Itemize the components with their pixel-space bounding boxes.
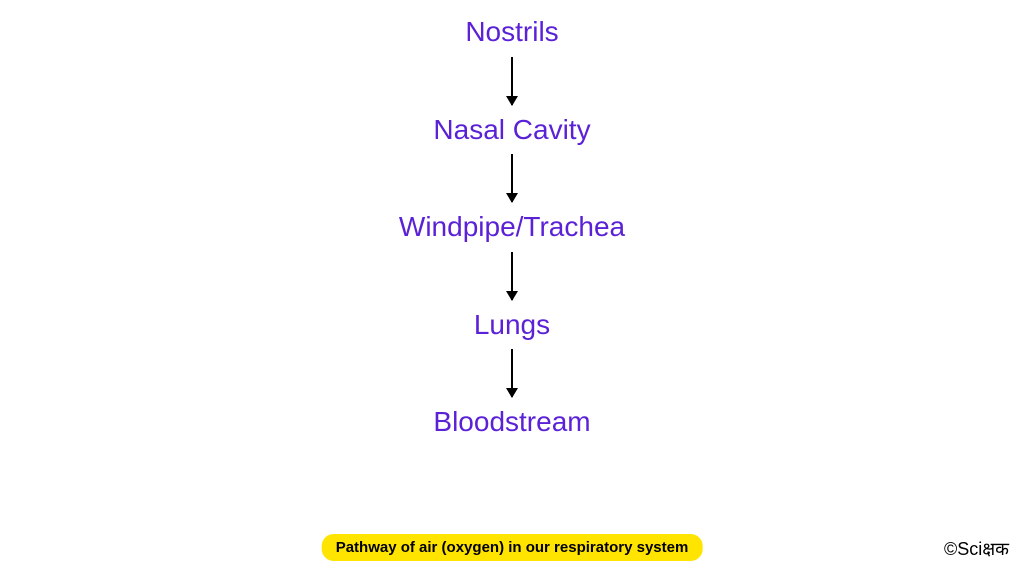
flowchart-arrow	[511, 252, 513, 300]
flowchart-arrow	[511, 154, 513, 202]
flowchart-arrow	[511, 57, 513, 105]
caption-label: Pathway of air (oxygen) in our respirato…	[322, 534, 703, 561]
credit-label: ©Sciक्षक	[944, 537, 1009, 561]
flowchart-container: Nostrils Nasal Cavity Windpipe/Trachea L…	[399, 15, 625, 439]
flowchart-node: Nasal Cavity	[433, 113, 590, 147]
flowchart-node: Nostrils	[465, 15, 558, 49]
flowchart-arrow	[511, 349, 513, 397]
flowchart-node: Windpipe/Trachea	[399, 210, 625, 244]
flowchart-node: Lungs	[474, 308, 550, 342]
flowchart-node: Bloodstream	[433, 405, 590, 439]
